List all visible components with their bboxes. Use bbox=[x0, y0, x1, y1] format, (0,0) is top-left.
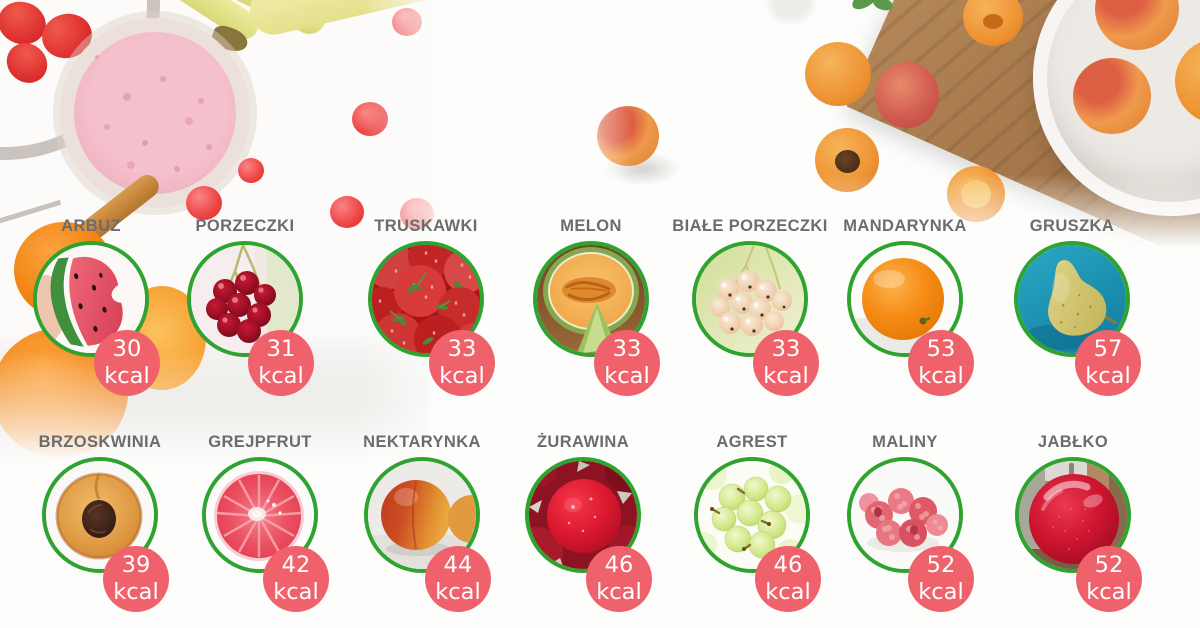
fruit-card-melon: MELON 33 bbox=[511, 196, 671, 396]
fruit-label: ŻURAWINA bbox=[536, 433, 630, 452]
kcal-unit: kcal bbox=[273, 579, 319, 605]
kcal-badge: 31 kcal bbox=[248, 330, 314, 396]
raspberry-photo bbox=[238, 158, 264, 183]
raspberry-photo bbox=[186, 186, 222, 220]
kcal-value: 53 bbox=[926, 336, 956, 363]
raspberry-photo bbox=[330, 196, 364, 228]
kcal-unit: kcal bbox=[113, 579, 159, 605]
fruit-card-jablko: JABŁKO bbox=[993, 412, 1153, 612]
fruit-card-biale-porzeczki: BIAŁE PORZECZKI bbox=[670, 196, 830, 396]
fruit-label: PORZECZKI bbox=[195, 217, 295, 236]
kcal-unit: kcal bbox=[918, 363, 964, 389]
kcal-value: 57 bbox=[1093, 336, 1123, 363]
kcal-badge: 57 kcal bbox=[1075, 330, 1141, 396]
kcal-value: 52 bbox=[1094, 552, 1124, 579]
kcal-badge: 52 kcal bbox=[908, 546, 974, 612]
fruit-label: NEKTARYNKA bbox=[363, 433, 481, 452]
fruit-card-arbuz: ARBUZ 30 kcal bbox=[11, 196, 171, 396]
fruit-card-porzeczki: PORZECZKI bbox=[165, 196, 325, 396]
fruit-card-nektarynka: NEKTARYNKA 44 kcal bbox=[342, 412, 502, 612]
kcal-value: 33 bbox=[447, 336, 477, 363]
fruit-label: AGREST bbox=[716, 433, 788, 452]
kcal-value: 30 bbox=[112, 336, 142, 363]
kcal-badge: 44 kcal bbox=[425, 546, 491, 612]
fruit-card-maliny: MALINY bbox=[825, 412, 985, 612]
watermelon-photo bbox=[33, 241, 149, 357]
kcal-value: 42 bbox=[281, 552, 311, 579]
fruit-card-mandarynka: MANDARYNKA 53 kcal bbox=[825, 196, 985, 396]
kcal-badge: 42 kcal bbox=[263, 546, 329, 612]
fruit-card-agrest: AGREST bbox=[672, 412, 832, 612]
kcal-unit: kcal bbox=[918, 579, 964, 605]
kcal-value: 44 bbox=[443, 552, 473, 579]
fruit-label: MANDARYNKA bbox=[843, 217, 967, 236]
apricot-half-photo bbox=[963, 0, 1023, 46]
kcal-badge: 33 kcal bbox=[429, 330, 495, 396]
kcal-badge: 33 kcal bbox=[753, 330, 819, 396]
kcal-badge: 46 kcal bbox=[586, 546, 652, 612]
apricot-half-photo bbox=[947, 166, 1005, 222]
raspberry-photo bbox=[352, 102, 388, 136]
apricot-photo bbox=[1073, 58, 1151, 134]
kcal-badge: 30 kcal bbox=[94, 330, 160, 396]
fruit-label: MELON bbox=[560, 217, 622, 236]
kcal-unit: kcal bbox=[1086, 579, 1132, 605]
fruit-label: GRUSZKA bbox=[1029, 217, 1115, 236]
kcal-value: 39 bbox=[121, 552, 151, 579]
kcal-badge: 39 kcal bbox=[103, 546, 169, 612]
kcal-unit: kcal bbox=[104, 363, 150, 389]
mandarin-photo bbox=[847, 241, 963, 357]
kcal-value: 46 bbox=[604, 552, 634, 579]
kcal-unit: kcal bbox=[596, 579, 642, 605]
raspberry-photo bbox=[400, 198, 434, 230]
fruit-card-grejpfrut: GREJPFRUT 42 kcal bbox=[180, 412, 340, 612]
kcal-unit: kcal bbox=[258, 363, 304, 389]
kcal-unit: kcal bbox=[439, 363, 485, 389]
smoothie-speckles bbox=[95, 55, 99, 59]
fruit-label: JABŁKO bbox=[1037, 433, 1109, 452]
kcal-value: 31 bbox=[266, 336, 296, 363]
apricot-half-photo bbox=[815, 128, 879, 192]
kcal-badge: 46 kcal bbox=[755, 546, 821, 612]
fruit-card-brzoskwinia: BRZOSKWINIA 39 kcal bbox=[20, 412, 180, 612]
blurred-fruit-photo bbox=[769, 0, 813, 22]
kcal-unit: kcal bbox=[763, 363, 809, 389]
kcal-unit: kcal bbox=[1085, 363, 1131, 389]
kcal-badge: 53 kcal bbox=[908, 330, 974, 396]
fruit-card-zurawina: ŻURAWINA 46 kca bbox=[503, 412, 663, 612]
fruit-label: ARBUZ bbox=[61, 217, 121, 236]
kcal-badge: 33 kcal bbox=[594, 330, 660, 396]
kcal-value: 33 bbox=[771, 336, 801, 363]
apricot-photo bbox=[1095, 0, 1179, 50]
apricot-photo bbox=[805, 42, 871, 106]
fruit-card-truskawki: TRUSKAWKI bbox=[346, 196, 506, 396]
raspberries-photo bbox=[847, 457, 963, 573]
apricot-photo bbox=[597, 106, 659, 166]
fruit-label: BRZOSKWINIA bbox=[38, 433, 162, 452]
fruit-label: TRUSKAWKI bbox=[374, 217, 478, 236]
kcal-unit: kcal bbox=[765, 579, 811, 605]
apricot-photo-background bbox=[555, 0, 1200, 288]
peach-photo bbox=[875, 62, 939, 128]
fruit-label: MALINY bbox=[872, 433, 938, 452]
apricot-photo bbox=[1175, 38, 1200, 124]
fruit-label: GREJPFRUT bbox=[208, 433, 312, 452]
kcal-value: 46 bbox=[773, 552, 803, 579]
fruit-card-gruszka: GRUSZKA bbox=[992, 196, 1152, 396]
kcal-value: 33 bbox=[612, 336, 642, 363]
kcal-unit: kcal bbox=[604, 363, 650, 389]
kcal-badge: 52 kcal bbox=[1076, 546, 1142, 612]
fruit-label: BIAŁE PORZECZKI bbox=[672, 217, 828, 236]
kcal-unit: kcal bbox=[435, 579, 481, 605]
kcal-value: 52 bbox=[926, 552, 956, 579]
smoothie-photo bbox=[74, 32, 236, 194]
raspberry-photo bbox=[392, 8, 422, 36]
